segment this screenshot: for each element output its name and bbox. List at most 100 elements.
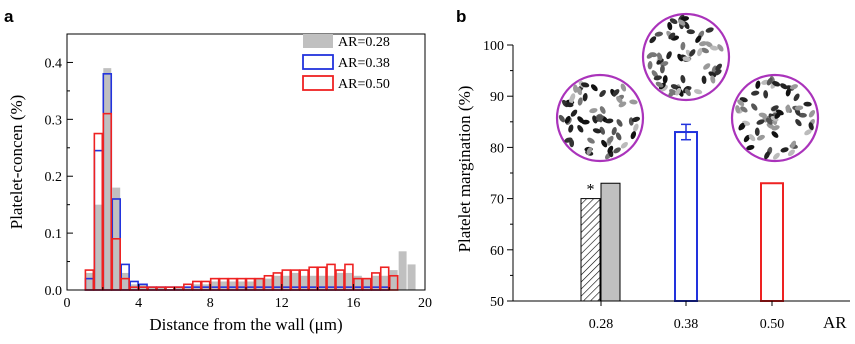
panel-label-a: a	[4, 7, 14, 26]
platelet-particle	[772, 152, 780, 160]
bar-AR=0.28-3.25	[121, 272, 130, 290]
platelet-particle	[735, 105, 741, 114]
x-tick-label-0.28: 0.28	[589, 317, 614, 332]
platelet-particle	[808, 110, 816, 118]
platelet-particle	[616, 119, 623, 127]
platelet-particle	[758, 112, 767, 118]
panel-label-b: b	[456, 7, 466, 26]
platelet-particle	[751, 103, 758, 111]
platelet-particle	[684, 88, 691, 97]
bar-AR=0.28-8.25	[210, 281, 219, 290]
bar-AR=0.28-12.25	[282, 275, 291, 290]
platelet-particle	[756, 134, 765, 141]
platelet-particle	[697, 48, 703, 57]
platelet-particle	[764, 151, 770, 160]
platelet-particle	[751, 90, 760, 96]
platelet-particle	[771, 105, 779, 112]
bar-AR=0.28-17.75	[380, 275, 389, 290]
platelet-particle	[599, 106, 606, 114]
bar-AR=0.28-13.75	[309, 275, 318, 290]
platelet-particle	[776, 109, 784, 116]
x-tick-label-0.50: 0.50	[760, 317, 785, 332]
platelet-particle	[569, 138, 575, 148]
bar-AR=0.28-17.25	[371, 275, 380, 290]
platelet-particle	[737, 99, 745, 107]
platelet-particle	[756, 119, 765, 125]
legend-label-AR=0.38: AR=0.38	[338, 56, 390, 71]
platelet-particle	[787, 149, 795, 157]
panel-a-histogram: 0 4 8 12 16 200.00.10.20.30.4 AR=0.28AR=0.38A…	[7, 33, 432, 334]
platelet-particle	[667, 21, 673, 31]
y-tick-label-70: 70	[490, 193, 504, 208]
y-tick-label-0.0: 0.0	[45, 284, 63, 299]
platelet-particle	[611, 126, 617, 136]
legend-label-AR=0.28: AR=0.28	[338, 35, 390, 50]
bar-AR=0.28-16.75	[362, 278, 371, 290]
bar-0.38-outline	[674, 131, 698, 302]
bar-AR=0.28-5.25	[157, 287, 165, 290]
bar-AR=0.28-18.75	[398, 251, 407, 290]
platelet-particle	[629, 99, 638, 105]
platelet-particle	[698, 41, 708, 47]
platelet-particle	[576, 87, 583, 96]
platelet-particle	[612, 89, 620, 97]
platelet-particle	[789, 84, 798, 90]
legend-swatch-AR=0.28	[303, 34, 333, 48]
platelet-particle	[646, 52, 654, 59]
platelet-particle	[573, 84, 578, 93]
platelet-particle	[780, 147, 789, 153]
bar-AR=0.28-14.75	[327, 275, 335, 290]
y-tick-label-80: 80	[490, 141, 504, 156]
cross-section-inset-0.28	[555, 73, 645, 163]
y-tick-label-0.1: 0.1	[45, 227, 63, 242]
platelet-particle	[570, 93, 576, 102]
platelet-particle	[680, 41, 686, 51]
platelet-particle	[790, 140, 797, 149]
platelet-particle	[654, 31, 664, 37]
platelet-particle	[765, 117, 773, 125]
bar-AR=0.28-1.25	[85, 272, 94, 290]
panel-b-x-axis-title: AR	[823, 313, 847, 332]
platelet-particle	[630, 131, 637, 140]
y-tick-label-100: 100	[483, 39, 504, 54]
y-tick-label-60: 60	[490, 244, 504, 259]
platelet-particle	[633, 123, 639, 132]
platelet-particle	[580, 82, 590, 88]
platelet-particle	[695, 35, 702, 43]
platelet-particle	[565, 102, 574, 108]
platelet-particle	[743, 134, 751, 143]
platelet-particle	[804, 129, 812, 136]
x-tick-label-20: 20	[418, 296, 432, 311]
y-tick-label-50: 50	[490, 295, 504, 310]
platelet-particle	[780, 83, 788, 90]
panel-b-bar-chart: * 50 60 70 80 90 100 0.28 0.38 0.50 AR Platelet …	[455, 12, 850, 332]
platelet-particle	[616, 96, 623, 104]
bar-AR=0.28-12.75	[291, 272, 300, 290]
bar-AR=0.28-16.25	[353, 275, 362, 290]
platelet-particle	[686, 29, 695, 35]
panel-b-insets	[555, 12, 820, 163]
platelet-particle	[601, 139, 608, 148]
platelet-particle	[651, 70, 658, 78]
platelet-particle	[631, 116, 641, 122]
bar-0.28-hatched	[580, 198, 601, 302]
platelet-particle	[620, 141, 628, 149]
platelet-particle	[590, 84, 598, 92]
series-AR=0.50	[84, 112, 399, 291]
platelet-particle	[754, 127, 760, 136]
panel-a-legend: AR=0.28 AR=0.38 AR=0.50	[302, 34, 390, 92]
x-tick-label-8: 8	[207, 296, 214, 311]
platelet-particle	[705, 27, 714, 33]
y-tick-label-90: 90	[490, 90, 504, 105]
platelet-particle	[577, 116, 585, 124]
platelet-particle	[586, 147, 593, 155]
x-tick-label-12: 12	[275, 296, 289, 311]
bar-AR=0.28-13.25	[300, 275, 309, 290]
bar-AR=0.28-1.75	[94, 204, 103, 290]
platelet-particle	[693, 89, 703, 95]
panel-a-x-axis-title: Distance from the wall (μm)	[149, 315, 342, 334]
platelet-particle	[669, 18, 678, 25]
platelet-particle	[660, 65, 665, 74]
platelet-particle	[670, 84, 679, 90]
bar-AR=0.28-15.75	[344, 272, 353, 290]
